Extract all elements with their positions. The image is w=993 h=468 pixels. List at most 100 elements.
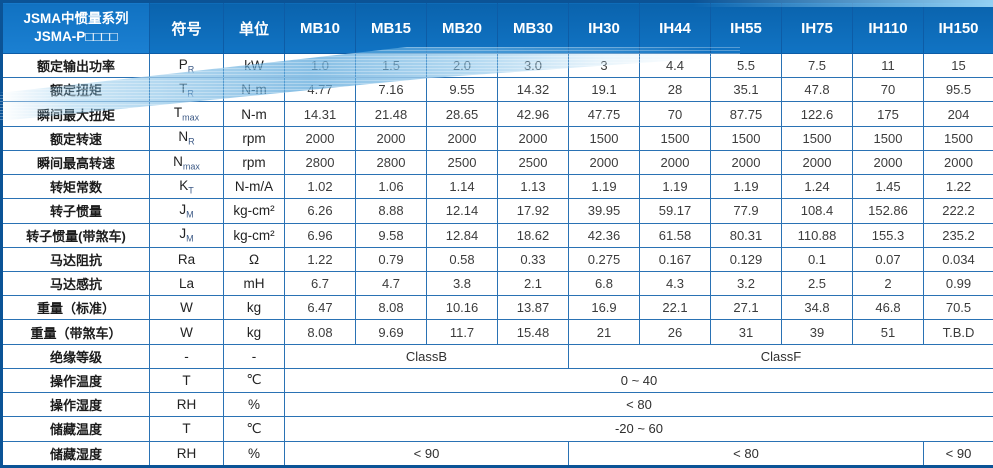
row-label: 重量（标准） — [1, 295, 150, 321]
value-cell: 1.19 — [639, 174, 711, 200]
symbol-subscript: max — [182, 161, 200, 172]
value-cell: 3.8 — [426, 270, 498, 297]
table-row: 转子惯量(带煞车) JM kg-cm² 6.96 9.58 12.84 18.62 42.36… — [1, 222, 993, 248]
value-cell: 2000 — [710, 149, 782, 176]
value-cell: 152.86 — [852, 198, 924, 224]
value-cell: 14.31 — [284, 101, 356, 127]
value-cell: 204 — [923, 101, 993, 127]
symbol-cell: RH — [149, 440, 224, 467]
value-cell: 2800 — [355, 149, 427, 176]
unit-cell: - — [223, 343, 285, 369]
column-header-mb10: MB10 — [284, 1, 356, 54]
value-cell: 0.1 — [781, 246, 853, 272]
value-cell: 0.07 — [852, 246, 924, 272]
value-cell: 42.36 — [568, 222, 640, 248]
value-cell: 39.95 — [568, 198, 640, 224]
value-cell: 1.19 — [568, 174, 640, 200]
unit-cell: kW — [223, 52, 285, 79]
row-label: 操作湿度 — [1, 392, 150, 418]
unit-cell: rpm — [223, 125, 285, 151]
table-row: 绝缘等级 - - ClassB ClassF — [1, 343, 993, 369]
symbol-main: - — [184, 348, 189, 364]
column-header-mb15: MB15 — [355, 1, 427, 54]
value-cell: 35.1 — [710, 77, 782, 103]
row-label: 额定扭矩 — [1, 77, 150, 103]
symbol-subscript: R — [187, 88, 194, 99]
value-cell: 2000 — [355, 125, 427, 151]
value-cell: 77.9 — [710, 198, 782, 224]
unit-cell: kg-cm² — [223, 222, 285, 248]
value-cell: 2000 — [923, 149, 993, 176]
value-cell: 47.75 — [568, 101, 640, 127]
value-cell: 4.77 — [284, 77, 356, 103]
value-cell: 1500 — [639, 125, 711, 151]
value-cell: 2.0 — [426, 52, 498, 79]
value-cell: 2500 — [497, 149, 569, 176]
value-cell: 42.96 — [497, 101, 569, 127]
value-cell: 6.8 — [568, 270, 640, 297]
value-cell: 39 — [781, 319, 853, 345]
table-row: 转矩常数 KT N-m/A 1.02 1.06 1.14 1.13 1.19 1.19 1.19 1… — [1, 174, 993, 200]
symbol-main: T — [182, 372, 191, 388]
column-header-ih30: IH30 — [568, 1, 640, 54]
header-row: JSMA中惯量系列 JSMA-P□□□□ 符号 单位 MB10 MB15 MB20 M… — [1, 1, 993, 54]
value-cell: 2000 — [497, 125, 569, 151]
value-cell: 222.2 — [923, 198, 993, 224]
value-cell: 9.58 — [355, 222, 427, 248]
table-row: 额定输出功率 PR kW 1.0 1.5 2.0 3.0 3 4.4 5.5 7.5 11 15 — [1, 52, 993, 79]
value-cell: 1500 — [710, 125, 782, 151]
value-cell: 175 — [852, 101, 924, 127]
symbol-main: RH — [176, 445, 197, 461]
value-cell: 1500 — [781, 125, 853, 151]
value-cell: 28.65 — [426, 101, 498, 127]
row-label: 额定转速 — [1, 125, 150, 151]
symbol-cell: Nmax — [149, 149, 224, 176]
value-cell: 26 — [639, 319, 711, 345]
value-cell: 7.5 — [781, 52, 853, 79]
series-title-line1: JSMA中惯量系列 — [23, 10, 129, 26]
span-value-cell: < 90 — [923, 440, 993, 467]
value-cell: 17.92 — [497, 198, 569, 224]
value-cell: 8.08 — [284, 319, 356, 345]
value-cell: 1.06 — [355, 174, 427, 200]
unit-cell: kg-cm² — [223, 198, 285, 224]
column-header-ih110: IH110 — [852, 1, 924, 54]
value-cell: 1500 — [852, 125, 924, 151]
table-row: 额定扭矩 TR N-m 4.77 7.16 9.55 14.32 19.1 28 35.1 47.8… — [1, 77, 993, 103]
table-row: 瞬间最大扭矩 Tmax N-m 14.31 21.48 28.65 42.96 47.75 70… — [1, 101, 993, 127]
value-cell: 80.31 — [710, 222, 782, 248]
value-cell: 59.17 — [639, 198, 711, 224]
column-header-mb20: MB20 — [426, 1, 498, 54]
value-cell: 51 — [852, 319, 924, 345]
span-value-cell: 0 ~ 40 — [284, 367, 993, 394]
value-cell: 1.5 — [355, 52, 427, 79]
value-cell: 22.1 — [639, 295, 711, 321]
unit-cell: rpm — [223, 149, 285, 176]
column-header-ih55: IH55 — [710, 1, 782, 54]
row-label: 操作温度 — [1, 367, 150, 394]
symbol-cell: RH — [149, 392, 224, 418]
series-title: JSMA中惯量系列 JSMA-P□□□□ — [1, 1, 150, 54]
value-cell: 18.62 — [497, 222, 569, 248]
row-label: 转子惯量(带煞车) — [1, 222, 150, 248]
value-cell: 0.167 — [639, 246, 711, 272]
value-cell: 13.87 — [497, 295, 569, 321]
table-row: 马达感抗 La mH 6.7 4.7 3.8 2.1 6.8 4.3 3.2 2.5 2 0.99 — [1, 270, 993, 297]
unit-cell: mH — [223, 270, 285, 297]
value-cell: 2.1 — [497, 270, 569, 297]
value-cell: 1.22 — [284, 246, 356, 272]
value-cell: 6.7 — [284, 270, 356, 297]
value-cell: 0.275 — [568, 246, 640, 272]
value-cell: 122.6 — [781, 101, 853, 127]
value-cell: 6.47 — [284, 295, 356, 321]
value-cell: 4.3 — [639, 270, 711, 297]
row-label: 马达感抗 — [1, 270, 150, 297]
value-cell: 1.13 — [497, 174, 569, 200]
value-cell: 1500 — [923, 125, 993, 151]
value-cell: 0.034 — [923, 246, 993, 272]
symbol-cell: PR — [149, 52, 224, 79]
symbol-main: J — [179, 226, 187, 242]
